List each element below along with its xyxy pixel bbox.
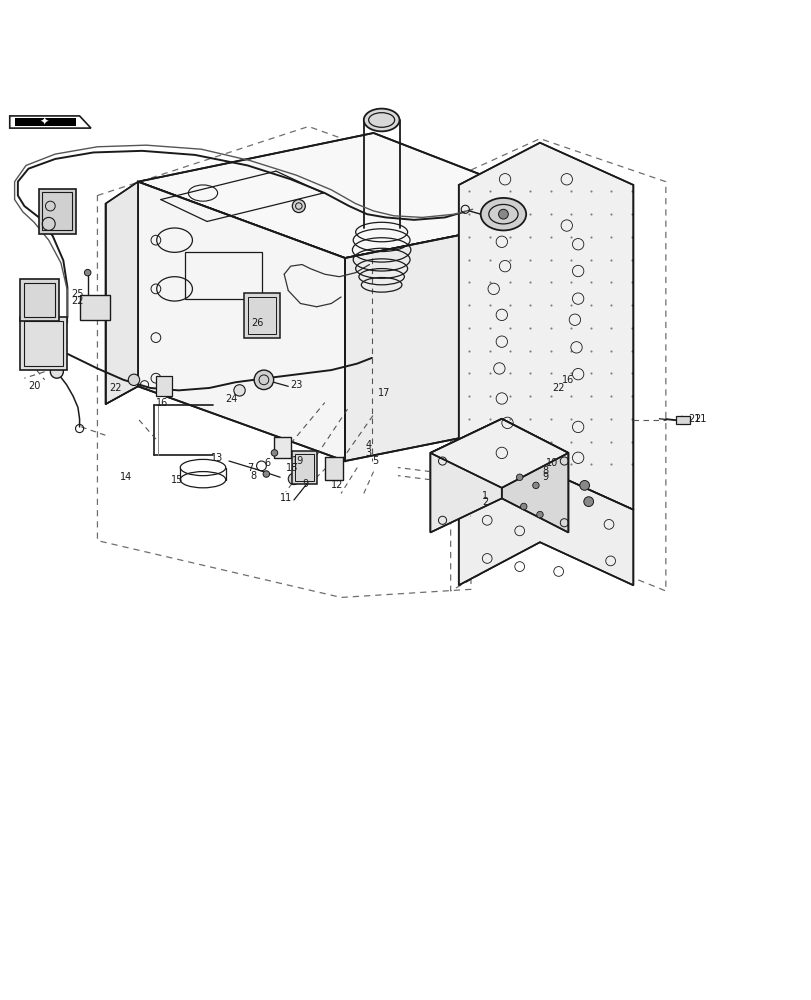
Polygon shape xyxy=(458,468,633,585)
Polygon shape xyxy=(10,116,91,128)
Circle shape xyxy=(532,482,539,489)
Text: 22: 22 xyxy=(109,383,122,393)
Text: 25: 25 xyxy=(71,289,84,299)
Text: 6: 6 xyxy=(264,458,270,468)
Circle shape xyxy=(516,474,522,481)
Ellipse shape xyxy=(480,198,526,230)
Circle shape xyxy=(50,365,63,378)
Circle shape xyxy=(84,269,91,276)
Polygon shape xyxy=(105,182,138,404)
Text: 16: 16 xyxy=(156,398,168,408)
Polygon shape xyxy=(138,182,345,461)
Circle shape xyxy=(292,200,305,213)
Text: 4: 4 xyxy=(365,440,371,450)
Text: 8: 8 xyxy=(250,471,256,481)
Circle shape xyxy=(520,503,526,510)
Bar xyxy=(247,297,276,334)
Polygon shape xyxy=(501,419,568,532)
Text: 5: 5 xyxy=(371,456,378,466)
Bar xyxy=(156,376,172,396)
Text: 12: 12 xyxy=(331,480,343,490)
Text: 22: 22 xyxy=(551,383,564,393)
Bar xyxy=(675,416,689,424)
Circle shape xyxy=(254,370,273,390)
Polygon shape xyxy=(345,212,576,461)
Text: 10: 10 xyxy=(545,458,557,468)
Bar xyxy=(39,189,75,234)
Bar xyxy=(294,454,314,481)
Bar xyxy=(15,118,75,126)
Text: 24: 24 xyxy=(225,393,238,403)
Bar xyxy=(324,457,342,480)
Polygon shape xyxy=(430,419,501,532)
Text: 1: 1 xyxy=(482,491,488,501)
Circle shape xyxy=(263,471,269,477)
Polygon shape xyxy=(458,143,633,510)
Polygon shape xyxy=(138,133,576,258)
Circle shape xyxy=(498,209,508,219)
Text: 18: 18 xyxy=(285,463,298,473)
Bar xyxy=(274,437,290,458)
Text: 7: 7 xyxy=(247,463,254,473)
Bar xyxy=(79,295,110,320)
Text: 22: 22 xyxy=(71,296,84,306)
Polygon shape xyxy=(430,419,568,488)
Text: 15: 15 xyxy=(170,475,182,485)
Circle shape xyxy=(579,481,589,490)
Circle shape xyxy=(583,497,593,506)
Text: 16: 16 xyxy=(561,375,573,385)
Text: 21: 21 xyxy=(693,414,706,424)
Text: ✦: ✦ xyxy=(40,117,49,127)
Text: 11: 11 xyxy=(280,493,292,503)
Bar xyxy=(20,279,59,321)
Bar xyxy=(20,317,67,370)
Circle shape xyxy=(288,473,299,485)
Text: 9: 9 xyxy=(542,472,548,482)
Circle shape xyxy=(234,385,245,396)
Text: 9: 9 xyxy=(302,479,308,489)
Text: 26: 26 xyxy=(251,318,264,328)
Bar xyxy=(24,283,55,317)
Circle shape xyxy=(271,450,277,456)
Text: 2: 2 xyxy=(482,497,488,507)
Text: 20: 20 xyxy=(28,381,41,391)
Text: 3: 3 xyxy=(365,448,371,458)
Ellipse shape xyxy=(363,109,399,131)
Text: 17: 17 xyxy=(377,388,389,398)
Text: 8: 8 xyxy=(542,466,548,476)
Bar xyxy=(24,321,63,366)
Bar xyxy=(185,252,262,299)
Circle shape xyxy=(84,298,91,304)
Bar xyxy=(42,192,72,230)
Bar xyxy=(243,293,280,338)
Circle shape xyxy=(128,374,139,386)
Bar xyxy=(292,451,316,484)
Circle shape xyxy=(536,511,543,518)
Text: 21: 21 xyxy=(688,414,700,424)
Text: 13: 13 xyxy=(211,453,223,463)
Text: 14: 14 xyxy=(120,472,132,482)
Text: 23: 23 xyxy=(290,380,303,390)
Text: 19: 19 xyxy=(292,456,304,466)
